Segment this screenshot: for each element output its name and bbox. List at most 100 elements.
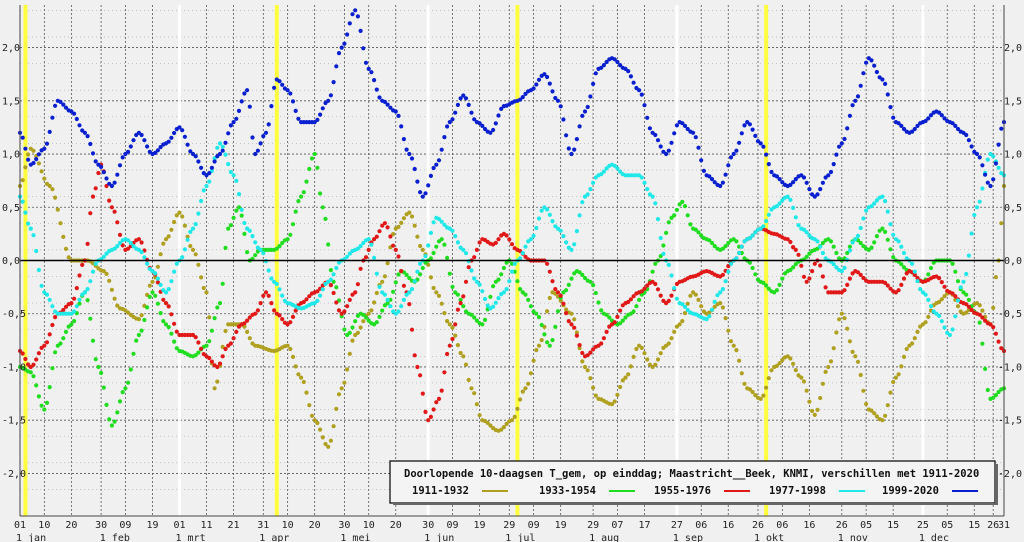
data-point xyxy=(293,364,298,369)
data-point xyxy=(50,115,55,120)
data-point xyxy=(220,144,225,149)
data-point xyxy=(217,141,223,146)
data-point xyxy=(966,297,972,302)
data-point xyxy=(407,302,412,307)
data-point xyxy=(955,298,961,303)
data-point xyxy=(991,154,996,159)
data-point xyxy=(472,276,477,281)
data-point xyxy=(250,135,255,140)
data-point xyxy=(974,205,980,210)
data-point xyxy=(315,420,320,426)
data-point xyxy=(580,359,585,364)
data-point xyxy=(461,304,466,309)
data-point xyxy=(709,307,715,312)
data-point xyxy=(426,183,431,188)
data-point xyxy=(180,128,185,133)
data-point xyxy=(355,14,360,19)
data-point xyxy=(839,141,844,146)
data-point xyxy=(180,255,185,260)
x-tick-label: 20 xyxy=(309,520,321,531)
data-point xyxy=(993,275,999,280)
data-point xyxy=(883,413,888,418)
data-point xyxy=(612,163,617,168)
data-point xyxy=(320,287,325,292)
data-point xyxy=(566,319,571,324)
data-point xyxy=(726,240,731,246)
data-point xyxy=(720,287,726,292)
data-point xyxy=(353,290,358,295)
data-point xyxy=(350,12,355,17)
data-point xyxy=(142,255,147,260)
data-point xyxy=(553,287,558,292)
data-point xyxy=(158,311,163,316)
data-point xyxy=(731,151,736,157)
data-point xyxy=(163,301,169,306)
data-point xyxy=(26,152,31,157)
data-point xyxy=(366,66,371,71)
data-point xyxy=(236,108,242,113)
data-point xyxy=(374,271,379,276)
data-point xyxy=(753,230,758,235)
data-point xyxy=(72,309,77,314)
legend: Doorlopende 10-daagsen T_gem, op einddag… xyxy=(389,460,998,505)
data-point xyxy=(331,272,336,277)
data-point xyxy=(466,377,471,383)
data-point xyxy=(117,163,123,168)
data-point xyxy=(209,165,214,170)
data-point xyxy=(353,319,358,324)
data-point xyxy=(161,297,166,302)
data-point xyxy=(153,271,158,276)
data-point xyxy=(382,221,387,226)
data-point xyxy=(418,261,423,266)
data-point xyxy=(31,148,36,153)
data-point xyxy=(623,375,628,380)
data-point xyxy=(896,239,901,244)
data-point xyxy=(699,304,704,309)
data-point xyxy=(939,319,944,324)
data-point xyxy=(226,162,231,167)
data-point xyxy=(977,199,982,204)
data-point xyxy=(450,325,455,330)
data-point xyxy=(761,144,766,149)
data-point xyxy=(528,237,534,242)
data-point xyxy=(323,441,328,447)
data-point xyxy=(799,263,804,268)
data-point xyxy=(547,295,552,301)
data-point xyxy=(599,308,604,313)
data-point xyxy=(136,237,141,242)
data-point xyxy=(334,285,339,290)
data-point xyxy=(737,358,742,363)
data-point xyxy=(34,248,39,254)
data-point xyxy=(77,297,82,302)
data-point xyxy=(255,308,260,313)
data-point xyxy=(618,169,623,174)
data-point xyxy=(172,321,177,326)
y-tick-label-right: 1,0 xyxy=(1004,150,1022,161)
data-point xyxy=(120,155,125,160)
data-point xyxy=(807,251,812,256)
data-point xyxy=(428,256,433,261)
data-point xyxy=(409,156,415,161)
data-point xyxy=(326,98,331,103)
data-point xyxy=(604,329,609,334)
data-point xyxy=(336,51,342,56)
data-point xyxy=(728,261,734,266)
data-point xyxy=(847,244,853,249)
data-point xyxy=(342,327,347,332)
data-point xyxy=(193,252,198,257)
data-point xyxy=(685,213,690,218)
data-point xyxy=(328,268,333,273)
data-point xyxy=(223,140,228,145)
data-point xyxy=(634,346,639,352)
data-point xyxy=(382,292,387,297)
month-label: 1 mrt xyxy=(175,533,205,542)
data-point xyxy=(642,180,647,185)
data-point xyxy=(450,336,455,342)
data-point xyxy=(139,313,144,318)
data-point xyxy=(950,291,955,296)
data-point xyxy=(318,427,323,432)
data-point xyxy=(969,307,974,313)
data-point xyxy=(774,204,780,209)
data-point xyxy=(439,301,444,306)
data-point xyxy=(615,392,620,397)
